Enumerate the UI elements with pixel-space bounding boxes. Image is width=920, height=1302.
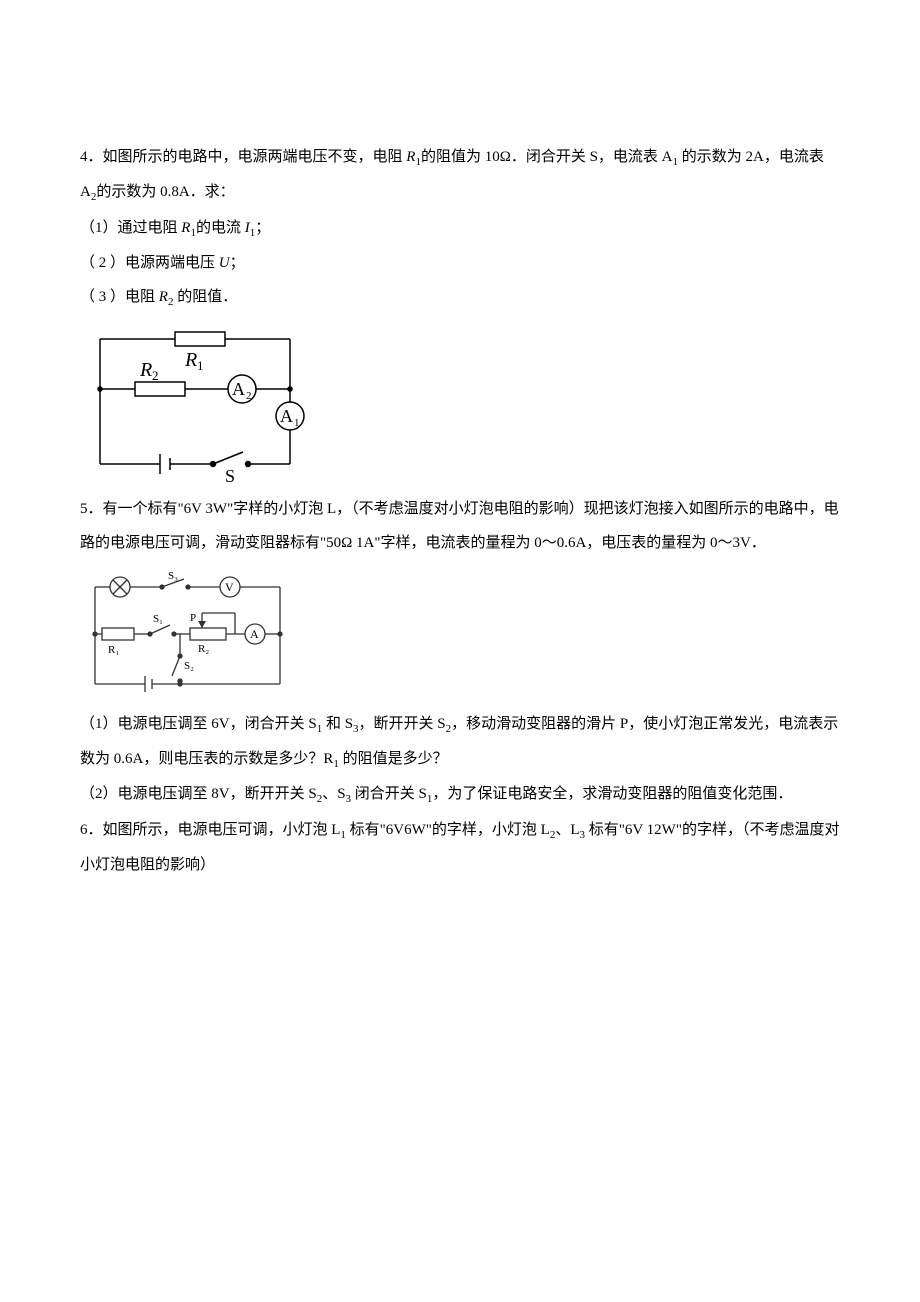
q4-part3: （ 3 ）电阻 R2 的阻值．: [80, 280, 840, 315]
text: （1）电源电压调至 6V，闭合开关 S: [80, 716, 317, 732]
svg-text:V: V: [225, 580, 234, 594]
svg-text:S₁: S₁: [153, 613, 163, 625]
q4-part2: （ 2 ）电源两端电压 U；: [80, 246, 840, 281]
svg-text:2: 2: [152, 368, 159, 383]
text: （2）电源电压调至 8V，断开开关 S: [80, 786, 317, 802]
svg-text:R₂: R₂: [198, 643, 209, 655]
svg-text:P: P: [190, 612, 196, 624]
text: ；: [255, 220, 270, 236]
text: 6．如图所示，电源电压可调，小灯泡 L: [80, 822, 340, 838]
text: 和 S: [322, 716, 353, 732]
svg-text:R: R: [184, 349, 197, 371]
svg-text:S₃: S₃: [168, 570, 178, 582]
text: ；: [230, 255, 245, 271]
q4-part1: （1）通过电阻 R1的电流 I1；: [80, 211, 840, 246]
q5-part2: （2）电源电压调至 8V，断开开关 S2、S3 闭合开关 S1，为了保证电路安全…: [80, 777, 840, 812]
r2-var: R: [159, 289, 168, 305]
text: 5．有一个标有"6V 3W"字样的小灯泡 L，（不考虑温度对小灯泡电阻的影响）现…: [80, 501, 839, 552]
text: ，断开开关 S: [359, 716, 446, 732]
text: 标有"6V6W"的字样，小灯泡 L: [346, 822, 550, 838]
svg-text:A: A: [280, 406, 293, 426]
text: 4．如图所示的电路中，电源两端电压不变，电阻: [80, 149, 406, 165]
text: 、L: [555, 822, 579, 838]
u-var: U: [219, 255, 230, 271]
svg-text:R: R: [139, 359, 152, 381]
svg-text:1: 1: [197, 358, 204, 373]
text: 的示数为 0.8A．求：: [96, 184, 234, 200]
text: 闭合开关 S: [351, 786, 427, 802]
text: ，为了保证电路安全，求滑动变阻器的阻值变化范围．: [432, 786, 792, 802]
text: （ 2 ）电源两端电压: [80, 255, 219, 271]
text: （ 3 ）电阻: [80, 289, 159, 305]
q6-intro: 6．如图所示，电源电压可调，小灯泡 L1 标有"6V6W"的字样，小灯泡 L2、…: [80, 813, 840, 883]
q5-intro: 5．有一个标有"6V 3W"字样的小灯泡 L，（不考虑温度对小灯泡电阻的影响）现…: [80, 492, 840, 561]
text: 的电流: [196, 220, 245, 236]
svg-text:R₁: R₁: [108, 644, 119, 656]
q5-circuit-diagram: S₃ V S₁ P R₁ R₂ A S₂: [80, 569, 840, 699]
svg-text:1: 1: [294, 417, 300, 429]
q4-intro: 4．如图所示的电路中，电源两端电压不变，电阻 R1的阻值为 10Ω．闭合开关 S…: [80, 140, 840, 211]
text: 、S: [322, 786, 345, 802]
svg-text:A: A: [232, 379, 245, 399]
text: （1）通过电阻: [80, 220, 181, 236]
text: 的阻值是多少？: [339, 751, 448, 767]
q4-circuit-diagram: R1 R2 A2 A1 S: [80, 324, 840, 484]
q5-part1: （1）电源电压调至 6V，闭合开关 S1 和 S3，断开开关 S2，移动滑动变阻…: [80, 707, 840, 778]
svg-text:S₂: S₂: [184, 660, 194, 672]
svg-text:S: S: [225, 466, 235, 484]
text: 的阻值为 10Ω．闭合开关 S，电流表 A: [421, 149, 673, 165]
svg-text:A: A: [250, 627, 259, 641]
text: 的阻值．: [173, 289, 237, 305]
svg-text:2: 2: [246, 390, 252, 402]
